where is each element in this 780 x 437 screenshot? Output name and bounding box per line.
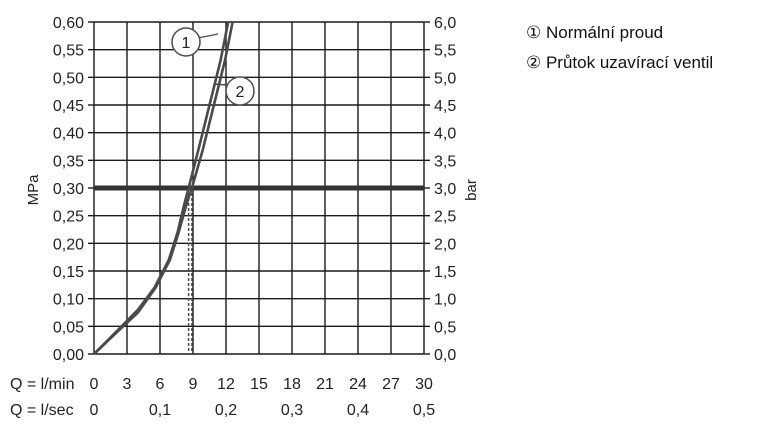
legend-item-2: ② Průtok uzavírací ventil xyxy=(526,48,713,78)
y-tick-label-left: 0,10 xyxy=(53,292,84,309)
y-tick-label-left: 0,05 xyxy=(53,319,84,336)
y-tick-label-left: 0,15 xyxy=(53,264,84,281)
marker-label-2: 2 xyxy=(236,84,245,101)
y-axis-label-left: MPa xyxy=(25,174,42,206)
y-tick-label-left: 0,45 xyxy=(53,98,84,115)
x-tick-label: 0 xyxy=(90,402,99,419)
x-tick-label: 0,1 xyxy=(149,402,171,419)
x-tick-label: 12 xyxy=(217,376,235,393)
x-tick-label: 3 xyxy=(123,376,132,393)
y-axis-label-right: bar xyxy=(463,179,480,201)
y-tick-label-right: 1,5 xyxy=(434,264,456,281)
x-row-label: Q = l/sec xyxy=(10,402,74,419)
y-tick-label-left: 0,35 xyxy=(53,153,84,170)
x-tick-label: 0 xyxy=(90,376,99,393)
series-line-2 xyxy=(93,21,234,355)
legend-label: Normální proud xyxy=(545,23,664,42)
x-tick-label: 15 xyxy=(250,376,268,393)
y-tick-label-right: 5,5 xyxy=(434,43,456,60)
legend: ① Normální proud ② Průtok uzavírací venti… xyxy=(526,18,713,78)
y-tick-label-left: 0,55 xyxy=(53,43,84,60)
y-tick-label-right: 0,0 xyxy=(434,347,456,364)
x-tick-label: 0,4 xyxy=(347,402,369,419)
x-row-label: Q = l/min xyxy=(10,376,74,393)
marker-label-1: 1 xyxy=(182,35,191,52)
y-tick-label-left: 0,20 xyxy=(53,236,84,253)
x-tick-label: 0,2 xyxy=(215,402,237,419)
y-tick-label-right: 2,0 xyxy=(434,236,456,253)
legend-label: Průtok uzavírací ventil xyxy=(545,53,714,72)
x-tick-label: 0,5 xyxy=(413,402,435,419)
y-tick-label-right: 3,0 xyxy=(434,181,456,198)
y-tick-label-right: 4,5 xyxy=(434,98,456,115)
series-layer xyxy=(93,21,234,355)
y-tick-label-right: 4,0 xyxy=(434,126,456,143)
x-tick-label: 9 xyxy=(189,376,198,393)
y-tick-label-left: 0,25 xyxy=(53,209,84,226)
x-tick-label: 18 xyxy=(283,376,301,393)
y-tick-label-right: 3,5 xyxy=(434,153,456,170)
series-line-1 xyxy=(93,21,230,355)
x-tick-label: 6 xyxy=(156,376,165,393)
legend-symbol: ② xyxy=(526,53,546,72)
x-tick-label: 0,3 xyxy=(281,402,303,419)
marker-circle-2 xyxy=(225,76,255,106)
y-tick-label-right: 2,5 xyxy=(434,209,456,226)
x-tick-label: 24 xyxy=(349,376,367,393)
y-tick-label-right: 5,0 xyxy=(434,70,456,87)
marker-circle-1 xyxy=(171,27,201,57)
y-ticks-left: 0,00 0,05 0,10 0,15 0,20 0,25 0,30 0,35 0,40 0,45… xyxy=(53,15,84,364)
y-tick-label-left: 0,50 xyxy=(53,70,84,87)
y-tick-label-right: 0,5 xyxy=(434,319,456,336)
y-tick-label-left: 0,00 xyxy=(53,347,84,364)
y-ticks-right: 0,0 0,5 1,0 1,5 2,0 2,5 3,0 3,5 4,0 4,5 5,0 5,5 6,0 xyxy=(434,15,456,364)
marker-leader-1 xyxy=(197,33,219,39)
y-tick-label-left: 0,40 xyxy=(53,126,84,143)
x-tick-label: 21 xyxy=(316,376,334,393)
x-ticks: Q = l/min 0 3 6 9 12 15 18 21 24 27 30 Q = l/sec 0 0,1… xyxy=(10,376,435,419)
x-tick-label: 27 xyxy=(382,376,400,393)
x-tick-label: 30 xyxy=(415,376,433,393)
y-tick-label-left: 0,30 xyxy=(53,181,84,198)
legend-symbol: ① xyxy=(526,23,546,42)
y-tick-label-right: 6,0 xyxy=(434,15,456,32)
legend-item-1: ① Normální proud xyxy=(526,18,713,48)
series-marker-layer: 12 xyxy=(171,27,255,106)
y-tick-label-left: 0,60 xyxy=(53,15,84,32)
y-tick-label-right: 1,0 xyxy=(434,292,456,309)
